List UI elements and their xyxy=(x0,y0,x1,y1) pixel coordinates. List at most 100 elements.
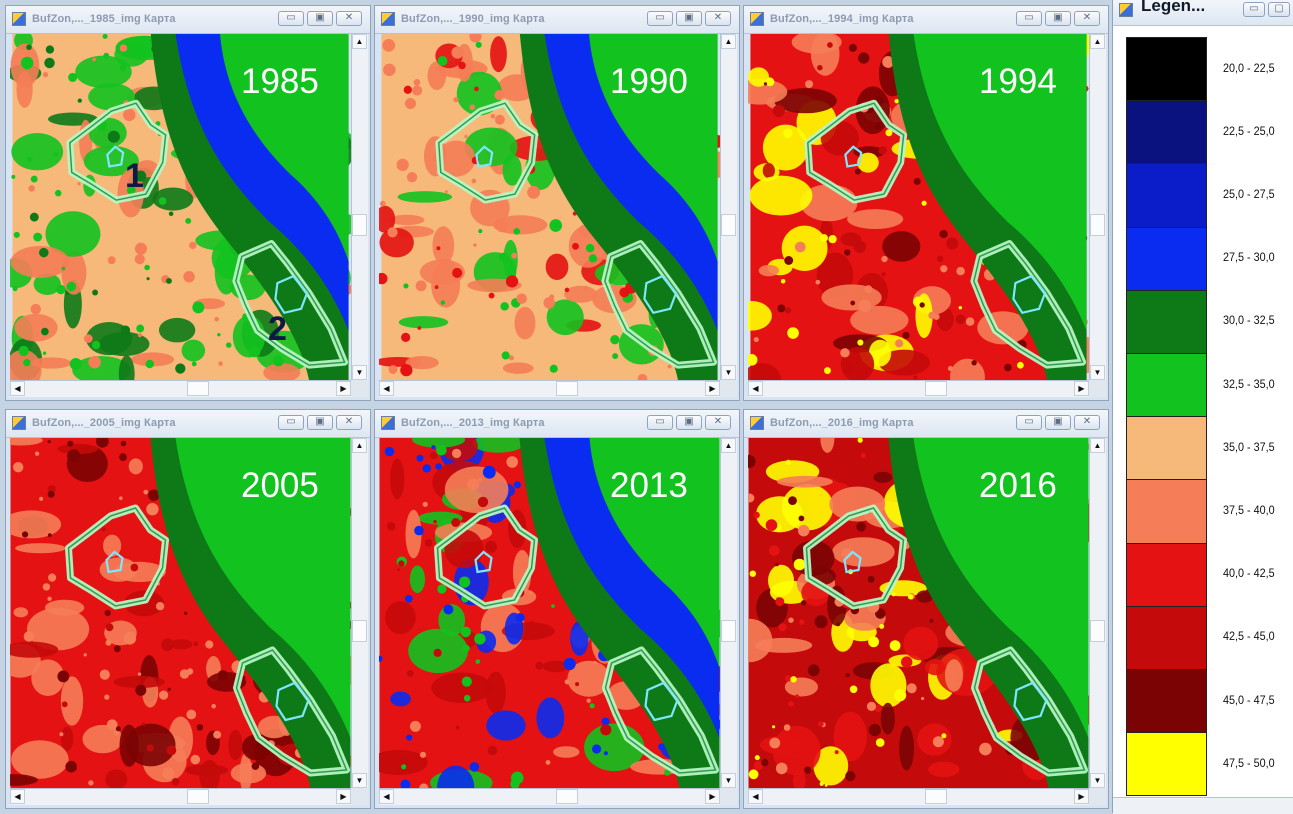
maximize-button[interactable]: ▣ xyxy=(307,415,333,430)
map-window-2005[interactable]: BufZon,..._2005_img Карта ▭ ▣ ✕ 2005 ▲ ▼ ◀ ▶ xyxy=(5,409,371,809)
window-titlebar[interactable]: BufZon,..._2013_img Карта ▭ ▣ ✕ xyxy=(375,410,739,438)
close-button[interactable]: ✕ xyxy=(705,415,731,430)
thermal-map-view[interactable]: 2016 xyxy=(748,438,1089,788)
horizontal-scroll-thumb[interactable] xyxy=(187,789,210,804)
legend-horizontal-scrollbar[interactable] xyxy=(1113,797,1293,814)
scroll-up-button[interactable]: ▲ xyxy=(352,34,367,49)
scroll-right-button[interactable]: ▶ xyxy=(336,381,351,396)
map-window-1985[interactable]: BufZon,..._1985_img Карта ▭ ▣ ✕ 1985 1 2 ▲ ▼ ◀ ▶ xyxy=(5,5,371,401)
legend-swatch-8 xyxy=(1126,542,1207,607)
legend-label-7: 37,5 - 40,0 xyxy=(1223,503,1275,517)
legend-swatch-4 xyxy=(1126,289,1207,354)
scroll-up-button[interactable]: ▲ xyxy=(1090,34,1105,49)
maximize-button[interactable]: ▣ xyxy=(307,11,333,26)
horizontal-scrollbar[interactable]: ◀ ▶ xyxy=(10,380,351,397)
legend-swatch-2 xyxy=(1126,163,1207,228)
close-button[interactable]: ✕ xyxy=(336,415,362,430)
window-titlebar[interactable]: BufZon,..._2016_img Карта ▭ ▣ ✕ xyxy=(744,410,1108,438)
vertical-scrollbar[interactable]: ▲ ▼ xyxy=(1089,438,1106,788)
scroll-left-button[interactable]: ◀ xyxy=(10,381,25,396)
vertical-scroll-thumb[interactable] xyxy=(721,213,736,236)
scroll-left-button[interactable]: ◀ xyxy=(748,381,763,396)
map-app-icon xyxy=(12,12,26,26)
scrollbar-corner xyxy=(351,788,368,805)
horizontal-scrollbar[interactable]: ◀ ▶ xyxy=(10,788,351,805)
scroll-right-button[interactable]: ▶ xyxy=(336,789,351,804)
horizontal-scroll-thumb[interactable] xyxy=(556,381,579,396)
scroll-down-button[interactable]: ▼ xyxy=(1090,773,1105,788)
horizontal-scroll-thumb[interactable] xyxy=(925,381,948,396)
close-button[interactable]: ✕ xyxy=(1074,11,1100,26)
scroll-down-button[interactable]: ▼ xyxy=(352,365,367,380)
legend-minimize-button[interactable]: ▭ xyxy=(1243,2,1265,17)
maximize-button[interactable]: ▣ xyxy=(1045,11,1071,26)
window-titlebar[interactable]: BufZon,..._1994_img Карта ▭ ▣ ✕ xyxy=(744,6,1108,34)
minimize-button[interactable]: ▭ xyxy=(1016,415,1042,430)
vertical-scroll-thumb[interactable] xyxy=(721,620,736,642)
window-titlebar[interactable]: BufZon,..._2005_img Карта ▭ ▣ ✕ xyxy=(6,410,370,438)
horizontal-scroll-thumb[interactable] xyxy=(925,789,948,804)
minimize-button[interactable]: ▭ xyxy=(1016,11,1042,26)
minimize-button[interactable]: ▭ xyxy=(647,415,673,430)
vertical-scrollbar[interactable]: ▲ ▼ xyxy=(720,34,737,380)
vertical-scroll-thumb[interactable] xyxy=(352,620,367,642)
vertical-scroll-thumb[interactable] xyxy=(352,213,367,236)
vertical-scrollbar[interactable]: ▲ ▼ xyxy=(351,34,368,380)
minimize-button[interactable]: ▭ xyxy=(647,11,673,26)
map-year-label: 2013 xyxy=(610,466,688,505)
scroll-down-button[interactable]: ▼ xyxy=(721,365,736,380)
legend-label-10: 45,0 - 47,5 xyxy=(1223,692,1275,707)
scroll-up-button[interactable]: ▲ xyxy=(352,438,367,453)
vertical-scroll-thumb[interactable] xyxy=(1090,620,1105,642)
thermal-map-view[interactable]: 1994 xyxy=(748,34,1089,380)
window-titlebar[interactable]: BufZon,..._1990_img Карта ▭ ▣ ✕ xyxy=(375,6,739,34)
legend-swatch-3 xyxy=(1126,226,1207,291)
scroll-up-button[interactable]: ▲ xyxy=(1090,438,1105,453)
thermal-map-view[interactable]: 2005 xyxy=(10,438,351,788)
horizontal-scrollbar[interactable]: ◀ ▶ xyxy=(379,380,720,397)
scroll-left-button[interactable]: ◀ xyxy=(748,789,763,804)
scroll-left-button[interactable]: ◀ xyxy=(10,789,25,804)
thermal-map xyxy=(748,34,1089,380)
thermal-map-view[interactable]: 2013 xyxy=(379,438,720,788)
map-window-1990[interactable]: BufZon,..._1990_img Карта ▭ ▣ ✕ 1990 ▲ ▼ ◀ ▶ xyxy=(374,5,740,401)
vertical-scrollbar[interactable]: ▲ ▼ xyxy=(351,438,368,788)
thermal-map-view[interactable]: 1985 1 2 xyxy=(10,34,351,380)
scroll-up-button[interactable]: ▲ xyxy=(721,34,736,49)
legend-maximize-button[interactable]: ▢ xyxy=(1268,2,1290,17)
scroll-left-button[interactable]: ◀ xyxy=(379,381,394,396)
close-button[interactable]: ✕ xyxy=(336,11,362,26)
map-window-2016[interactable]: BufZon,..._2016_img Карта ▭ ▣ ✕ 2016 ▲ ▼ ◀ ▶ xyxy=(743,409,1109,809)
scroll-down-button[interactable]: ▼ xyxy=(352,773,367,788)
minimize-button[interactable]: ▭ xyxy=(278,11,304,26)
scroll-right-button[interactable]: ▶ xyxy=(1074,381,1089,396)
vertical-scrollbar[interactable]: ▲ ▼ xyxy=(720,438,737,788)
scroll-right-button[interactable]: ▶ xyxy=(1074,789,1089,804)
vertical-scrollbar[interactable]: ▲ ▼ xyxy=(1089,34,1106,380)
scroll-up-button[interactable]: ▲ xyxy=(721,438,736,453)
vertical-scroll-thumb[interactable] xyxy=(1090,213,1105,236)
horizontal-scrollbar[interactable]: ◀ ▶ xyxy=(748,788,1089,805)
horizontal-scrollbar[interactable]: ◀ ▶ xyxy=(379,788,720,805)
maximize-button[interactable]: ▣ xyxy=(1045,415,1071,430)
map-window-1994[interactable]: BufZon,..._1994_img Карта ▭ ▣ ✕ 1994 ▲ ▼ ◀ ▶ xyxy=(743,5,1109,401)
thermal-map-view[interactable]: 1990 xyxy=(379,34,720,380)
scroll-right-button[interactable]: ▶ xyxy=(705,789,720,804)
close-button[interactable]: ✕ xyxy=(705,11,731,26)
window-titlebar[interactable]: BufZon,..._1985_img Карта ▭ ▣ ✕ xyxy=(6,6,370,34)
map-year-label: 1994 xyxy=(979,62,1057,101)
map-window-2013[interactable]: BufZon,..._2013_img Карта ▭ ▣ ✕ 2013 ▲ ▼ ◀ ▶ xyxy=(374,409,740,809)
horizontal-scrollbar[interactable]: ◀ ▶ xyxy=(748,380,1089,397)
horizontal-scroll-thumb[interactable] xyxy=(556,789,579,804)
scroll-down-button[interactable]: ▼ xyxy=(721,773,736,788)
scroll-left-button[interactable]: ◀ xyxy=(379,789,394,804)
maximize-button[interactable]: ▣ xyxy=(676,415,702,430)
maximize-button[interactable]: ▣ xyxy=(676,11,702,26)
horizontal-scroll-thumb[interactable] xyxy=(187,381,210,396)
close-button[interactable]: ✕ xyxy=(1074,415,1100,430)
scroll-down-button[interactable]: ▼ xyxy=(1090,365,1105,380)
zone-1-marker: 1 xyxy=(125,157,144,195)
legend-label-2: 25,0 - 27,5 xyxy=(1223,187,1275,201)
minimize-button[interactable]: ▭ xyxy=(278,415,304,430)
scroll-right-button[interactable]: ▶ xyxy=(705,381,720,396)
